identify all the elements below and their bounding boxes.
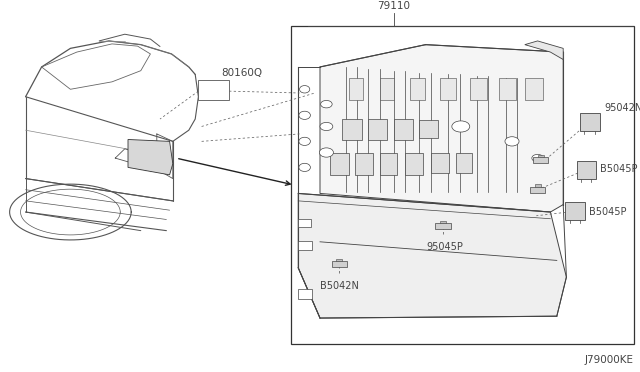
Bar xyxy=(291,26,634,344)
Text: B5045P: B5045P xyxy=(600,164,638,174)
Text: 95042N: 95042N xyxy=(604,103,640,113)
Text: B5042N: B5042N xyxy=(320,281,358,291)
Bar xyxy=(298,241,312,250)
Polygon shape xyxy=(320,45,563,212)
FancyBboxPatch shape xyxy=(456,153,472,173)
Polygon shape xyxy=(525,41,563,60)
Bar xyxy=(298,219,311,227)
Bar xyxy=(336,259,342,261)
FancyBboxPatch shape xyxy=(380,153,397,175)
Bar xyxy=(533,157,548,163)
Bar xyxy=(538,155,544,157)
Text: 95045P: 95045P xyxy=(426,242,463,252)
Ellipse shape xyxy=(299,111,310,119)
Bar xyxy=(530,187,545,193)
Ellipse shape xyxy=(299,137,310,145)
FancyBboxPatch shape xyxy=(349,78,363,100)
Ellipse shape xyxy=(532,154,543,162)
Bar xyxy=(298,289,312,299)
FancyBboxPatch shape xyxy=(431,153,449,173)
Text: 79110: 79110 xyxy=(377,1,410,11)
FancyBboxPatch shape xyxy=(525,78,543,100)
Ellipse shape xyxy=(319,148,333,157)
Text: J79000KE: J79000KE xyxy=(584,355,634,365)
FancyBboxPatch shape xyxy=(330,153,349,175)
FancyBboxPatch shape xyxy=(368,119,387,140)
FancyBboxPatch shape xyxy=(405,153,423,175)
Text: B5045P: B5045P xyxy=(589,207,627,217)
FancyBboxPatch shape xyxy=(565,202,585,220)
FancyBboxPatch shape xyxy=(499,78,516,100)
FancyBboxPatch shape xyxy=(470,78,487,100)
Ellipse shape xyxy=(321,100,332,108)
Ellipse shape xyxy=(505,137,519,146)
FancyBboxPatch shape xyxy=(577,161,596,179)
FancyBboxPatch shape xyxy=(342,119,362,140)
Bar xyxy=(198,80,229,100)
Bar xyxy=(440,221,446,223)
Polygon shape xyxy=(128,140,173,175)
Polygon shape xyxy=(298,193,566,318)
FancyBboxPatch shape xyxy=(580,113,600,131)
FancyBboxPatch shape xyxy=(419,120,438,138)
Bar xyxy=(332,261,347,267)
Ellipse shape xyxy=(299,163,310,171)
Ellipse shape xyxy=(320,122,333,131)
Ellipse shape xyxy=(300,86,310,93)
FancyBboxPatch shape xyxy=(380,78,394,100)
Text: 80160Q: 80160Q xyxy=(221,68,262,78)
Bar xyxy=(435,223,451,229)
FancyBboxPatch shape xyxy=(440,78,456,100)
FancyBboxPatch shape xyxy=(355,153,373,175)
Ellipse shape xyxy=(452,121,470,132)
FancyBboxPatch shape xyxy=(410,78,425,100)
Bar xyxy=(534,185,541,187)
FancyBboxPatch shape xyxy=(394,119,413,140)
